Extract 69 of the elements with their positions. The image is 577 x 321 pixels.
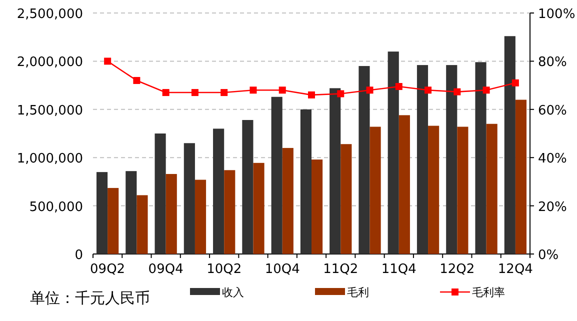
point	[512, 79, 519, 86]
point	[278, 86, 286, 94]
y-tick-label: 2,500,000	[16, 7, 83, 22]
point	[191, 89, 198, 96]
point	[308, 91, 315, 98]
point	[482, 86, 490, 94]
bar	[108, 188, 119, 254]
bar	[253, 162, 264, 254]
point	[250, 86, 257, 94]
point	[454, 88, 461, 96]
x-tick-label: 11Q4	[381, 262, 416, 277]
bar	[515, 100, 527, 254]
bar	[213, 128, 224, 254]
bar	[370, 126, 381, 254]
y-tick-label: 1,000,000	[16, 152, 83, 167]
bar	[282, 148, 294, 254]
bar	[126, 171, 137, 254]
bar	[486, 124, 498, 254]
x-tick-label: 09Q2	[90, 262, 126, 277]
bar	[340, 144, 352, 254]
bar	[475, 62, 486, 254]
point	[220, 89, 228, 96]
text: 单位：千元人民币	[30, 289, 150, 307]
bar	[224, 170, 236, 254]
bar	[330, 88, 341, 254]
bar	[358, 66, 370, 254]
x-tick-label: 11Q2	[323, 262, 358, 277]
bar	[166, 174, 177, 254]
point	[395, 83, 402, 90]
x-tick-label: 09Q4	[148, 262, 184, 277]
bar	[96, 172, 108, 254]
bar	[184, 143, 195, 254]
bar	[428, 126, 440, 254]
y2-tick-label: 60%	[538, 103, 567, 118]
point	[337, 90, 344, 98]
point	[133, 76, 140, 84]
bar	[154, 134, 166, 254]
y2-tick-label: 40%	[538, 152, 567, 167]
x-tick-label: 10Q2	[206, 262, 242, 277]
legend-label: 收入	[222, 286, 244, 299]
bar	[446, 65, 458, 254]
y-tick-label: 2,000,000	[16, 55, 83, 70]
x-tick-label: 10Q4	[264, 262, 300, 277]
bar	[300, 109, 312, 254]
y-tick-label: 0	[74, 248, 83, 263]
legend-label: 毛利	[347, 286, 369, 299]
bar	[457, 126, 468, 254]
y2-tick-label: 0%	[538, 248, 559, 263]
y2-tick-label: 80%	[538, 55, 567, 70]
y-tick-label: 500,000	[29, 200, 83, 215]
point	[162, 89, 170, 96]
x-tick-label: 12Q4	[498, 262, 533, 277]
bar	[416, 65, 428, 254]
bar	[388, 52, 399, 254]
x-tick-label: 12Q2	[440, 262, 475, 277]
legend-label: 毛利率	[472, 286, 505, 299]
y2-tick-label: 20%	[538, 200, 567, 215]
bar	[242, 120, 254, 254]
bar	[504, 36, 516, 254]
bar	[271, 96, 282, 254]
bar	[136, 195, 148, 254]
y-tick-label: 1,500,000	[16, 103, 83, 118]
point	[366, 86, 374, 94]
y2-tick-label: 100%	[538, 7, 576, 22]
point	[104, 58, 112, 65]
bar	[398, 115, 410, 254]
bar	[194, 180, 206, 254]
bar	[312, 160, 323, 254]
point	[424, 86, 432, 94]
